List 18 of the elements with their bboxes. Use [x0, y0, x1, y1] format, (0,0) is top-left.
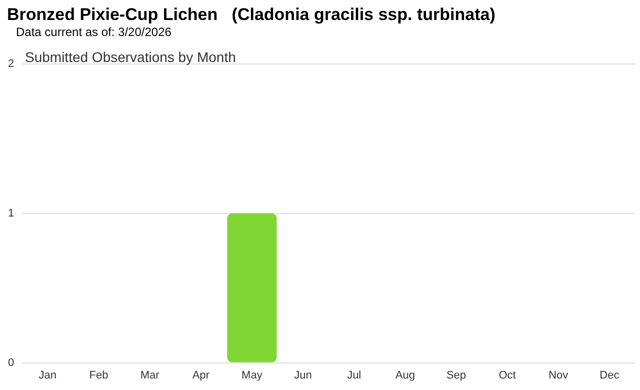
x-tick-label: Oct: [498, 369, 516, 382]
x-tick-label: Jul: [347, 369, 362, 382]
y-tick-label: 0: [8, 356, 14, 369]
chart-title: Bronzed Pixie-Cup Lichen (Cladonia gracilis ssp. turbinata): [7, 5, 496, 25]
y-tick-label: 1: [8, 207, 14, 220]
x-tick-label: Dec: [600, 369, 620, 382]
x-tick-label: Aug: [395, 369, 415, 382]
x-tick-label: Nov: [548, 369, 569, 382]
x-tick-label: May: [242, 369, 263, 382]
x-tick-label: Jan: [38, 369, 57, 382]
x-tick-label: Jun: [294, 369, 312, 382]
x-tick-label: Mar: [140, 369, 160, 382]
x-tick-label: Apr: [192, 369, 210, 382]
y-tick-label: 2: [8, 58, 14, 70]
chart-subtitle: Data current as of: 3/20/2026: [16, 25, 172, 39]
x-tick-label: Feb: [89, 369, 108, 382]
x-tick-label: Sep: [446, 369, 466, 382]
annotation: Submitted Observations by Month: [25, 49, 236, 65]
